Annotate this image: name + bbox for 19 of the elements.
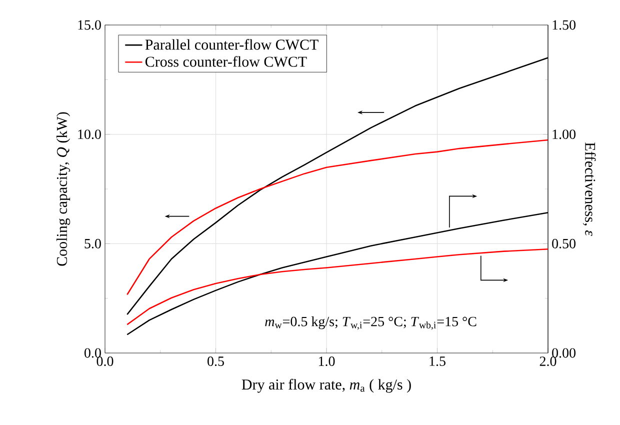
legend-label: Parallel counter-flow CWCT xyxy=(145,39,318,50)
y2-tick-label: 1.50 xyxy=(552,20,576,30)
x-tick-label: 0.0 xyxy=(96,356,114,366)
x-tick-label: 2.0 xyxy=(540,356,556,366)
y-tick-label: 5.0 xyxy=(84,238,101,248)
x-tick-label: 0.5 xyxy=(208,356,224,366)
text: m$_{w}$=0.5 kg/s; T$_{w,i}$=25 °C; T$_{wb,i}$=15 °C xyxy=(265,316,476,330)
x-axis-title: Dry air flow rate, m$_{a}$ ( kg/s ) xyxy=(242,378,411,393)
y-tick-label: 10.0 xyxy=(78,130,101,140)
legend-label: Cross counter-flow CWCT xyxy=(145,56,307,67)
x-tick-label: 1.0 xyxy=(318,356,335,366)
y2-tick-label: 1.00 xyxy=(552,130,576,140)
y2-tick-label: 0.00 xyxy=(552,348,576,358)
y-tick-label: 15.0 xyxy=(78,20,101,30)
y2-axis-title: Effectiveness, ε xyxy=(582,142,596,236)
y-tick-label: 0.0 xyxy=(84,348,101,358)
y-axis-title: Cooling capacity, Q (kW) xyxy=(56,112,70,266)
y2-tick-label: 0.50 xyxy=(552,238,576,248)
x-tick-label: 1.5 xyxy=(430,356,446,366)
